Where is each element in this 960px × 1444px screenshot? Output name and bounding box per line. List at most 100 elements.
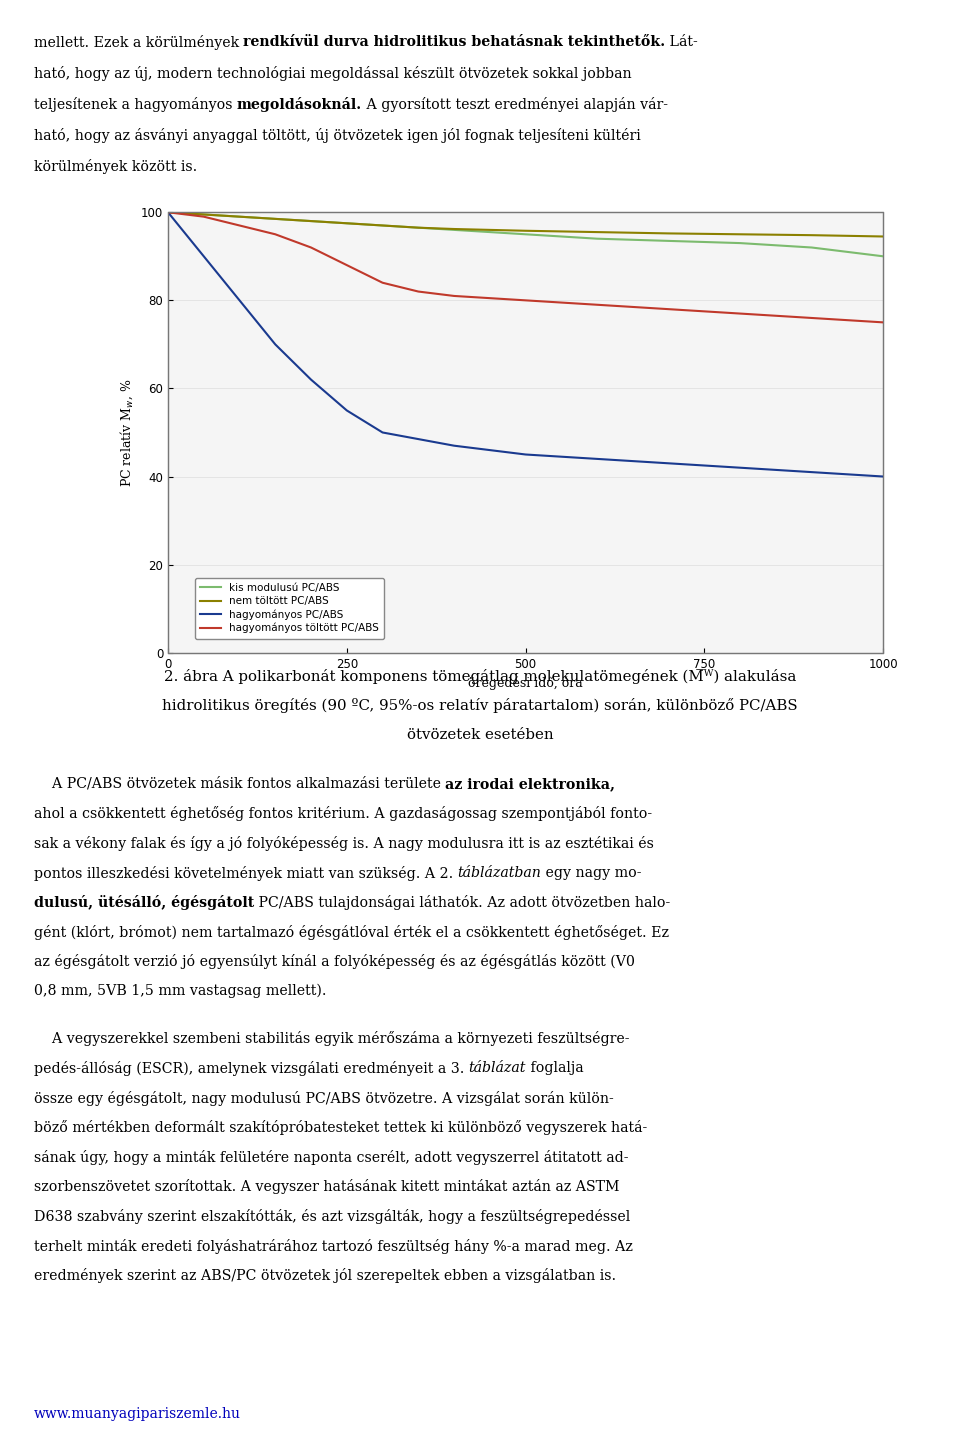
Line: hagyományos PC/ABS: hagyományos PC/ABS bbox=[168, 212, 883, 477]
Text: egy nagy mo-: egy nagy mo- bbox=[541, 865, 641, 879]
Text: körülmények között is.: körülmények között is. bbox=[34, 159, 197, 173]
Legend: kis modulusú PC/ABS, nem töltött PC/ABS, hagyományos PC/ABS, hagyományos töltött: kis modulusú PC/ABS, nem töltött PC/ABS,… bbox=[195, 578, 384, 638]
Text: hidrolitikus öregítés (90 ºC, 95%-os relatív páratartalom) során, különböző PC/A: hidrolitikus öregítés (90 ºC, 95%-os rel… bbox=[162, 697, 798, 713]
hagyományos PC/ABS bbox=[734, 459, 746, 477]
Text: az égésgátolt verzió jó egyensúlyt kínál a folyóképesség és az égésgátlás között: az égésgátolt verzió jó egyensúlyt kínál… bbox=[34, 954, 635, 969]
Text: szorbenszövetet szorítottak. A vegyszer hatásának kitett mintákat aztán az ASTM: szorbenszövetet szorítottak. A vegyszer … bbox=[34, 1180, 619, 1194]
Text: A PC/ABS ötvözetek másik fontos alkalmazási területe: A PC/ABS ötvözetek másik fontos alkalmaz… bbox=[34, 777, 445, 791]
kis modulusú PC/ABS bbox=[305, 212, 317, 230]
nem töltött PC/ABS bbox=[734, 225, 746, 243]
hagyományos töltött PC/ABS bbox=[305, 238, 317, 256]
hagyományos PC/ABS bbox=[448, 438, 460, 455]
kis modulusú PC/ABS bbox=[162, 204, 174, 221]
Text: táblázat: táblázat bbox=[468, 1061, 526, 1074]
hagyományos PC/ABS bbox=[805, 464, 817, 481]
hagyományos töltött PC/ABS bbox=[376, 274, 388, 292]
nem töltött PC/ABS bbox=[198, 206, 209, 224]
hagyományos PC/ABS bbox=[233, 292, 245, 309]
Text: 2. ábra A polikarbonát komponens tömegátlag molekulatömegének (M̅ᵂ) alakulása: 2. ábra A polikarbonát komponens tömegát… bbox=[164, 669, 796, 683]
hagyományos töltött PC/ABS bbox=[877, 313, 889, 331]
nem töltött PC/ABS bbox=[519, 222, 531, 240]
hagyományos PC/ABS bbox=[270, 336, 281, 354]
kis modulusú PC/ABS bbox=[233, 208, 245, 225]
nem töltött PC/ABS bbox=[591, 224, 603, 241]
hagyományos töltött PC/ABS bbox=[591, 296, 603, 313]
hagyományos PC/ABS bbox=[519, 446, 531, 464]
hagyományos töltött PC/ABS bbox=[233, 217, 245, 234]
Text: teljesítenek a hagyományos: teljesítenek a hagyományos bbox=[34, 97, 236, 111]
Text: ható, hogy az új, modern technológiai megoldással készült ötvözetek sokkal jobba: ható, hogy az új, modern technológiai me… bbox=[34, 65, 632, 81]
nem töltött PC/ABS bbox=[341, 215, 352, 232]
kis modulusú PC/ABS bbox=[376, 217, 388, 234]
Text: táblázatban: táblázatban bbox=[457, 865, 541, 879]
kis modulusú PC/ABS bbox=[270, 211, 281, 228]
Text: rendkívül durva hidrolitikus behatásnak tekinthetők.: rendkívül durva hidrolitikus behatásnak … bbox=[243, 35, 665, 49]
hagyományos töltött PC/ABS bbox=[448, 287, 460, 305]
Bar bbox=[168, 212, 883, 653]
nem töltött PC/ABS bbox=[877, 228, 889, 245]
hagyományos töltött PC/ABS bbox=[413, 283, 424, 300]
Text: sának úgy, hogy a minták felületére naponta cserélt, adott vegyszerrel átitatott: sának úgy, hogy a minták felületére napo… bbox=[34, 1149, 628, 1165]
kis modulusú PC/ABS bbox=[877, 248, 889, 266]
Text: A gyorsított teszt eredményei alapján vár-: A gyorsított teszt eredményei alapján vá… bbox=[362, 97, 668, 111]
Text: D638 szabvány szerint elszakítótták, és azt vizsgálták, hogy a feszültségrepedés: D638 szabvány szerint elszakítótták, és … bbox=[34, 1209, 630, 1225]
kis modulusú PC/ABS bbox=[662, 232, 674, 250]
kis modulusú PC/ABS bbox=[413, 219, 424, 237]
hagyományos töltött PC/ABS bbox=[734, 305, 746, 322]
hagyományos PC/ABS bbox=[591, 451, 603, 468]
Text: pedés-állóság (ESCR), amelynek vizsgálati eredményeit a 3.: pedés-állóság (ESCR), amelynek vizsgálat… bbox=[34, 1061, 468, 1076]
hagyományos PC/ABS bbox=[662, 455, 674, 472]
Text: PC/ABS tulajdonságai láthatók. Az adott ötvözetben halo-: PC/ABS tulajdonságai láthatók. Az adott … bbox=[253, 895, 670, 910]
hagyományos PC/ABS bbox=[305, 371, 317, 388]
hagyományos PC/ABS bbox=[198, 248, 209, 266]
nem töltött PC/ABS bbox=[270, 211, 281, 228]
kis modulusú PC/ABS bbox=[198, 206, 209, 224]
nem töltött PC/ABS bbox=[662, 225, 674, 243]
Text: dulusú, ütésálló, égésgátolt: dulusú, ütésálló, égésgátolt bbox=[34, 895, 253, 910]
Text: www.muanyagipariszemle.hu: www.muanyagipariszemle.hu bbox=[34, 1406, 241, 1421]
kis modulusú PC/ABS bbox=[734, 234, 746, 251]
Text: ahol a csökkentett éghetőség fontos kritérium. A gazdaságossag szempontjából fon: ahol a csökkentett éghetőség fontos krit… bbox=[34, 806, 652, 822]
hagyományos PC/ABS bbox=[376, 425, 388, 442]
Text: Lát-: Lát- bbox=[665, 35, 698, 49]
Text: 0,8 mm, 5VB 1,5 mm vastagsag mellett).: 0,8 mm, 5VB 1,5 mm vastagsag mellett). bbox=[34, 985, 326, 998]
Line: nem töltött PC/ABS: nem töltött PC/ABS bbox=[168, 212, 883, 237]
Text: mellett. Ezek a körülmények: mellett. Ezek a körülmények bbox=[34, 35, 243, 49]
nem töltött PC/ABS bbox=[448, 221, 460, 238]
Text: össze egy égésgátolt, nagy modulusú PC/ABS ötvözetre. A vizsgálat során külön-: össze egy égésgátolt, nagy modulusú PC/A… bbox=[34, 1090, 613, 1106]
hagyományos töltött PC/ABS bbox=[270, 225, 281, 243]
nem töltött PC/ABS bbox=[484, 221, 495, 238]
Line: kis modulusú PC/ABS: kis modulusú PC/ABS bbox=[168, 212, 883, 257]
Y-axis label: PC relatív M$_w$, %: PC relatív M$_w$, % bbox=[119, 378, 135, 487]
Text: A vegyszerekkel szembeni stabilitás egyik mérőszáma a környezeti feszültségre-: A vegyszerekkel szembeni stabilitás egyi… bbox=[34, 1031, 629, 1047]
hagyományos töltött PC/ABS bbox=[519, 292, 531, 309]
hagyományos töltött PC/ABS bbox=[162, 204, 174, 221]
kis modulusú PC/ABS bbox=[591, 230, 603, 247]
nem töltött PC/ABS bbox=[233, 208, 245, 225]
Text: az irodai elektronika,: az irodai elektronika, bbox=[445, 777, 615, 791]
hagyományos töltött PC/ABS bbox=[198, 208, 209, 225]
Text: eredmények szerint az ABS/PC ötvözetek jól szerepeltek ebben a vizsgálatban is.: eredmények szerint az ABS/PC ötvözetek j… bbox=[34, 1268, 615, 1284]
Text: sak a vékony falak és így a jó folyóképesség is. A nagy modulusra itt is az eszt: sak a vékony falak és így a jó folyóképe… bbox=[34, 836, 654, 851]
Text: ötvözetek esetében: ötvözetek esetében bbox=[407, 728, 553, 742]
kis modulusú PC/ABS bbox=[484, 224, 495, 241]
Text: pontos illeszkedési követelmények miatt van szükség. A 2.: pontos illeszkedési követelmények miatt … bbox=[34, 865, 457, 881]
X-axis label: öregedési idő, óra: öregedési idő, óra bbox=[468, 676, 583, 690]
nem töltött PC/ABS bbox=[376, 217, 388, 234]
Text: foglalja: foglalja bbox=[526, 1061, 584, 1074]
Text: ható, hogy az ásványi anyaggal töltött, új ötvözetek igen jól fognak teljesíteni: ható, hogy az ásványi anyaggal töltött, … bbox=[34, 127, 640, 143]
Text: böző mértékben deformált szakítópróbatesteket tettek ki különböző vegyszerek hat: böző mértékben deformált szakítópróbates… bbox=[34, 1121, 647, 1135]
hagyományos töltött PC/ABS bbox=[341, 257, 352, 274]
nem töltött PC/ABS bbox=[805, 227, 817, 244]
Text: megoldásoknál.: megoldásoknál. bbox=[236, 97, 362, 111]
hagyományos töltött PC/ABS bbox=[805, 309, 817, 326]
hagyományos PC/ABS bbox=[162, 204, 174, 221]
kis modulusú PC/ABS bbox=[805, 238, 817, 256]
kis modulusú PC/ABS bbox=[519, 225, 531, 243]
Text: terhelt minták eredeti folyáshatrárához tartozó feszültség hány %-a marad meg. A: terhelt minták eredeti folyáshatrárához … bbox=[34, 1239, 633, 1253]
hagyományos PC/ABS bbox=[341, 401, 352, 419]
hagyományos töltött PC/ABS bbox=[662, 300, 674, 318]
Line: hagyományos töltött PC/ABS: hagyományos töltött PC/ABS bbox=[168, 212, 883, 322]
nem töltött PC/ABS bbox=[305, 212, 317, 230]
hagyományos PC/ABS bbox=[877, 468, 889, 485]
